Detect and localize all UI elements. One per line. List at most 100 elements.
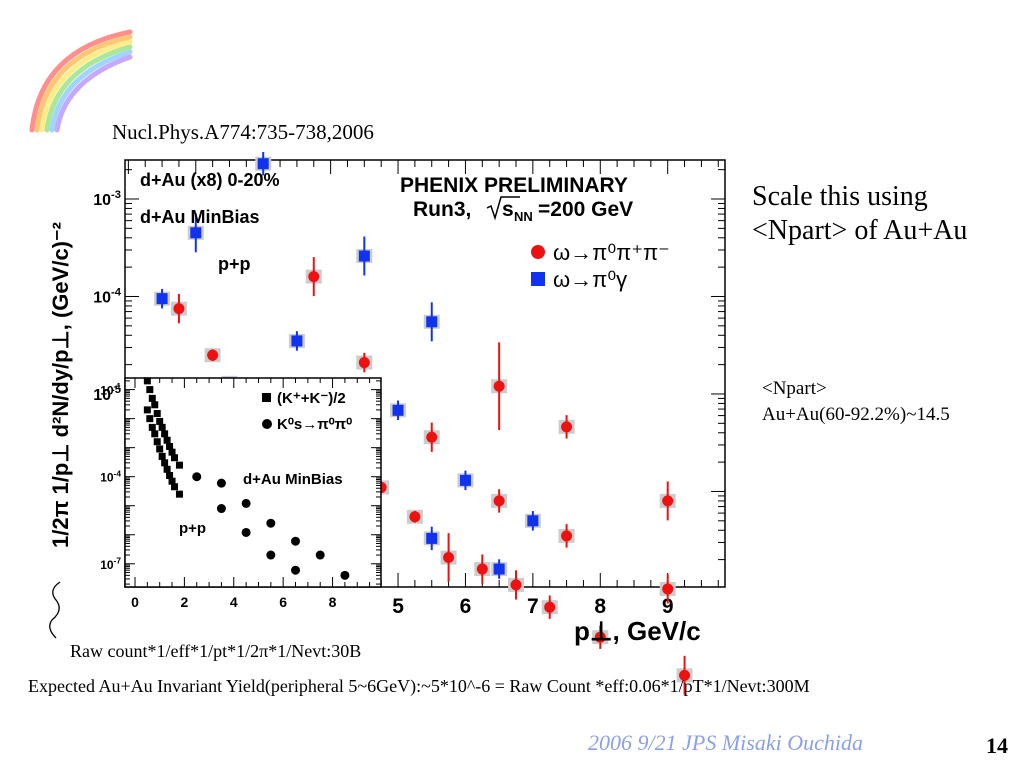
annotation-dau-x8: d+Au (x8) 0-20%	[140, 170, 280, 190]
inset-point-k0s	[266, 550, 276, 560]
inset-point-k0s	[315, 550, 325, 560]
main-x-tick-label: 5	[392, 595, 404, 618]
inset-legend-k0s: K⁰s→π⁰π⁰	[277, 416, 352, 433]
main-x-tick-label: 9	[662, 595, 674, 618]
inset-point-kaon	[163, 465, 171, 473]
main-y-tick-label: 10-3	[93, 189, 121, 209]
inset-frame	[124, 377, 382, 588]
rainbow-decoration	[29, 29, 133, 133]
inset-point-kaon	[143, 406, 151, 414]
inset-annotation-dau-minbias: d+Au MinBias	[243, 471, 343, 488]
inset-point-kaon	[148, 423, 156, 431]
data-point-omega-3pi	[173, 303, 185, 315]
data-point-omega-3pi	[308, 271, 320, 283]
run-label: Run3,	[413, 198, 471, 221]
inset-point-kaon	[166, 471, 174, 479]
inset-point-kaon	[143, 377, 151, 385]
inset-point-kaon	[158, 423, 166, 431]
inset-annotation-pp: p+p	[179, 520, 206, 537]
energy-value: =200 GeV	[538, 198, 633, 221]
data-point-omega-pi0gamma	[190, 227, 202, 239]
main-x-tick-label: 7	[527, 595, 539, 618]
page-number: 14	[986, 733, 1008, 758]
inset-y-tick-label: 10-7	[100, 555, 121, 571]
inset-y-axis: 10-1 10-4 10-7	[100, 380, 381, 585]
scale-note: Scale this using <Npart> of Au+Au	[752, 180, 967, 248]
chart-title: PHENIX PRELIMINARY	[400, 174, 628, 197]
inset-data-points	[143, 377, 350, 580]
chart-subtitle: Run3, s NN =200 GeV	[413, 196, 633, 224]
legend-omega-pi0gamma-marker	[531, 272, 545, 286]
main-x-axis-label: p⊥, GeV/c	[574, 616, 701, 646]
inset-point-kaon	[153, 410, 161, 418]
raw-count-formula: Raw count*1/eff*1/pt*1/2π*1/Nevt:30B	[70, 641, 362, 661]
inset-point-kaon	[161, 430, 169, 438]
inset-point-kaon	[175, 461, 183, 469]
data-point-omega-3pi	[662, 495, 674, 507]
npart-note-line-2: Au+Au(60-92.2%)~14.5	[762, 404, 950, 425]
expected-yield-formula: Expected Au+Au Invariant Yield(periphera…	[28, 676, 810, 696]
inset-legend-kaon: (K⁺+K⁻)/2	[277, 390, 346, 407]
main-y-tick-label: 10-5	[93, 384, 121, 404]
inset-point-kaon	[148, 394, 156, 402]
inset-point-k0s	[241, 527, 251, 537]
legend-omega-3pi: ω→π⁰π⁺π⁻	[553, 240, 670, 265]
energy-nn: NN	[514, 209, 533, 224]
footer-credit: 2006 9/21 JPS Misaki Ouchida	[588, 730, 863, 755]
npart-note-line-1: <Npart>	[762, 378, 827, 399]
inset-point-k0s	[266, 518, 276, 528]
data-point-omega-3pi	[443, 552, 455, 564]
main-x-tick-label: 6	[460, 595, 472, 618]
legend-omega-3pi-marker	[531, 245, 545, 259]
inset-point-kaon	[175, 490, 183, 498]
inset-point-kaon	[166, 442, 174, 450]
data-point-omega-3pi	[544, 601, 556, 613]
data-point-omega-3pi	[594, 631, 606, 643]
data-point-omega-pi0gamma	[392, 404, 404, 416]
inset-legend-k0s-marker	[262, 419, 272, 429]
citation: Nucl.Phys.A774:735-738,2006	[112, 120, 374, 144]
annotation-pp: p+p	[218, 254, 251, 274]
legend-omega-pi0gamma: ω→π⁰γ	[553, 267, 627, 292]
inset-point-k0s	[340, 570, 350, 580]
data-point-omega-pi0gamma	[156, 293, 168, 305]
inset-x-tick-label: 6	[279, 594, 287, 610]
data-point-omega-pi0gamma	[493, 563, 505, 575]
inset-point-k0s	[192, 472, 202, 482]
data-point-omega-3pi	[493, 495, 505, 507]
inset-point-k0s	[216, 478, 226, 488]
inset-point-kaon	[161, 459, 169, 467]
npart-note: <Npart> Au+Au(60-92.2%)~14.5	[762, 376, 950, 428]
inset-x-tick-label: 4	[230, 594, 238, 610]
inset-x-tick-label: 0	[131, 594, 139, 610]
inset-y-tick-label: 10-4	[100, 468, 121, 484]
inset-point-k0s	[241, 498, 251, 508]
data-point-omega-3pi	[561, 421, 573, 433]
data-point-omega-3pi	[426, 431, 438, 443]
scale-note-line-1: Scale this using	[752, 181, 928, 212]
main-x-axis: 5 6 7 8 9	[127, 160, 719, 618]
main-y-tick-label: 10-4	[93, 286, 122, 306]
inset-point-kaon	[151, 430, 159, 438]
inset-x-tick-label: 2	[180, 594, 188, 610]
main-y-axis-label: 1/2π 1/p⊥ d²N/dy/p⊥, (GeV/c)⁻²	[48, 222, 73, 548]
inset-point-kaon	[153, 438, 161, 446]
inset-point-k0s	[216, 504, 226, 514]
data-point-omega-3pi	[476, 563, 488, 575]
data-point-omega-pi0gamma	[426, 532, 438, 544]
inset-point-k0s	[291, 536, 301, 546]
inset-x-tick-label: 8	[329, 594, 337, 610]
data-point-omega-pi0gamma	[426, 316, 438, 328]
inset-point-kaon	[146, 415, 154, 423]
data-point-omega-3pi	[679, 669, 691, 681]
tilde-brace-decoration	[49, 581, 61, 639]
sqrt-sign	[486, 196, 520, 221]
data-point-omega-3pi	[493, 380, 505, 392]
inset-legend-kaon-marker	[262, 393, 271, 402]
data-point-omega-pi0gamma	[358, 250, 370, 262]
data-point-omega-pi0gamma	[459, 474, 471, 486]
inset-point-kaon	[168, 477, 176, 485]
inset-point-kaon	[151, 401, 159, 409]
data-point-omega-3pi	[358, 357, 370, 369]
